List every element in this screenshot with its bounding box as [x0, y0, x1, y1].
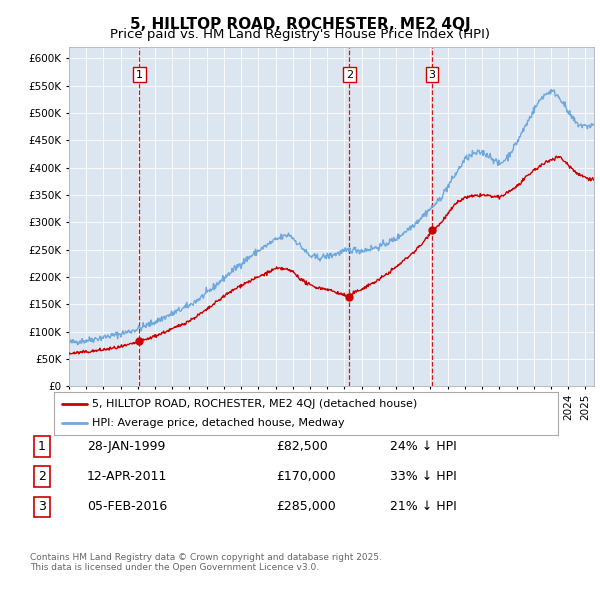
Text: HPI: Average price, detached house, Medway: HPI: Average price, detached house, Medw… — [92, 418, 344, 428]
Text: 1: 1 — [136, 70, 143, 80]
Text: Price paid vs. HM Land Registry's House Price Index (HPI): Price paid vs. HM Land Registry's House … — [110, 28, 490, 41]
Text: £82,500: £82,500 — [276, 440, 328, 453]
Text: £170,000: £170,000 — [276, 470, 336, 483]
Text: 12-APR-2011: 12-APR-2011 — [87, 470, 167, 483]
Text: 5, HILLTOP ROAD, ROCHESTER, ME2 4QJ: 5, HILLTOP ROAD, ROCHESTER, ME2 4QJ — [130, 17, 470, 31]
Text: 05-FEB-2016: 05-FEB-2016 — [87, 500, 167, 513]
Text: 2: 2 — [38, 470, 46, 483]
Text: £285,000: £285,000 — [276, 500, 336, 513]
Text: 33% ↓ HPI: 33% ↓ HPI — [390, 470, 457, 483]
Text: 3: 3 — [428, 70, 436, 80]
Text: Contains HM Land Registry data © Crown copyright and database right 2025.
This d: Contains HM Land Registry data © Crown c… — [30, 553, 382, 572]
Text: 21% ↓ HPI: 21% ↓ HPI — [390, 500, 457, 513]
Text: 3: 3 — [38, 500, 46, 513]
Text: 24% ↓ HPI: 24% ↓ HPI — [390, 440, 457, 453]
Text: 2: 2 — [346, 70, 353, 80]
Text: 1: 1 — [38, 440, 46, 453]
Text: 28-JAN-1999: 28-JAN-1999 — [87, 440, 166, 453]
Text: 5, HILLTOP ROAD, ROCHESTER, ME2 4QJ (detached house): 5, HILLTOP ROAD, ROCHESTER, ME2 4QJ (det… — [92, 399, 417, 409]
